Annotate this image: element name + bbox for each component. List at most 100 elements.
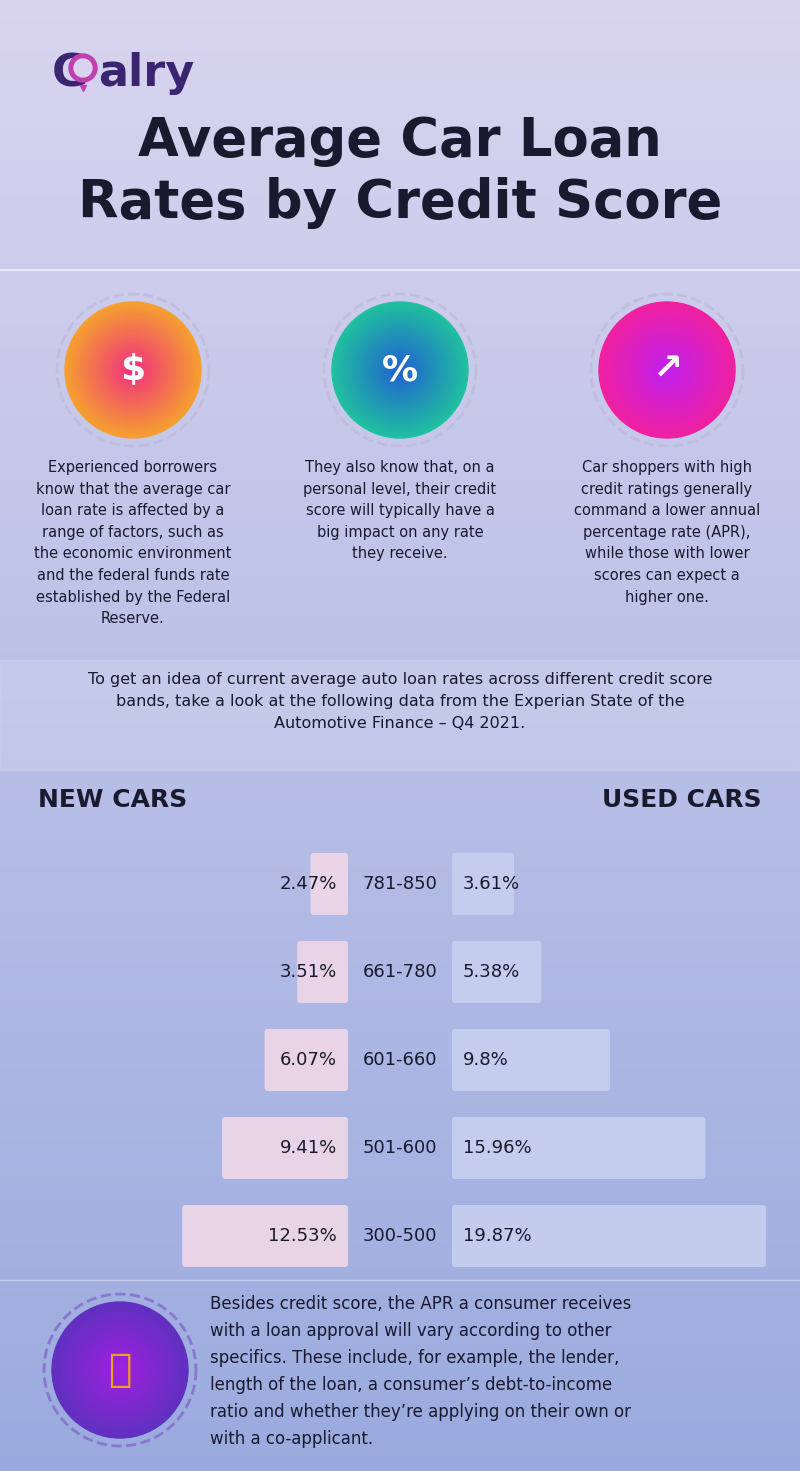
Circle shape <box>118 1368 122 1371</box>
Bar <box>0 1055 800 1059</box>
Circle shape <box>332 302 468 438</box>
Circle shape <box>664 366 670 374</box>
Bar <box>0 1255 800 1261</box>
Circle shape <box>602 306 732 434</box>
Text: NEW CARS: NEW CARS <box>38 788 187 812</box>
Circle shape <box>621 324 713 416</box>
Bar <box>0 1408 800 1412</box>
Circle shape <box>128 365 138 375</box>
Bar <box>0 128 800 132</box>
Bar <box>0 88 800 93</box>
Circle shape <box>75 312 191 428</box>
Bar <box>0 412 800 416</box>
Bar <box>0 74 800 78</box>
Text: 🛒: 🛒 <box>108 1350 132 1389</box>
Bar <box>0 927 800 931</box>
Circle shape <box>373 343 427 397</box>
Circle shape <box>339 309 462 431</box>
Circle shape <box>662 365 672 375</box>
Text: 3.51%: 3.51% <box>280 964 337 981</box>
Bar <box>0 1437 800 1442</box>
Circle shape <box>626 330 708 410</box>
Bar <box>0 84 800 88</box>
Bar <box>0 1349 800 1353</box>
Circle shape <box>70 1321 170 1420</box>
Circle shape <box>109 346 157 394</box>
Circle shape <box>342 312 458 428</box>
Bar <box>0 809 800 813</box>
Circle shape <box>347 318 453 422</box>
Bar <box>0 931 800 937</box>
Bar <box>0 505 800 510</box>
Bar <box>0 172 800 177</box>
Bar <box>0 1025 800 1030</box>
Text: To get an idea of current average auto loan rates across different credit score
: To get an idea of current average auto l… <box>88 672 712 731</box>
Bar <box>0 725 800 731</box>
Bar <box>0 510 800 515</box>
Bar <box>0 309 800 313</box>
Bar <box>0 1240 800 1246</box>
Bar <box>0 1074 800 1078</box>
Bar <box>0 1446 800 1452</box>
Circle shape <box>376 346 424 394</box>
Bar <box>0 1387 800 1393</box>
Circle shape <box>78 1327 162 1412</box>
Bar <box>0 687 800 691</box>
Circle shape <box>59 1309 181 1431</box>
Bar <box>0 530 800 534</box>
Circle shape <box>106 343 160 397</box>
Circle shape <box>81 1331 159 1409</box>
Bar <box>0 637 800 643</box>
Bar <box>0 1147 800 1152</box>
Circle shape <box>91 1342 149 1399</box>
Bar <box>0 93 800 99</box>
Circle shape <box>358 328 442 412</box>
Circle shape <box>350 321 450 419</box>
Bar <box>0 254 800 260</box>
Circle shape <box>64 1314 176 1425</box>
Circle shape <box>359 330 441 410</box>
Bar <box>0 843 800 849</box>
Circle shape <box>117 1367 123 1374</box>
Bar <box>0 1452 800 1456</box>
Bar <box>0 1064 800 1069</box>
Bar <box>0 1269 800 1275</box>
Bar <box>0 1122 800 1128</box>
Bar <box>0 1177 800 1181</box>
Circle shape <box>625 328 710 412</box>
Circle shape <box>642 344 693 396</box>
Circle shape <box>335 306 465 434</box>
Bar <box>0 540 800 544</box>
Circle shape <box>130 366 136 374</box>
FancyBboxPatch shape <box>222 1116 348 1178</box>
Circle shape <box>599 302 735 438</box>
Text: 5.38%: 5.38% <box>463 964 520 981</box>
Circle shape <box>334 303 466 437</box>
Bar <box>0 1467 800 1471</box>
FancyBboxPatch shape <box>452 941 542 1003</box>
Bar <box>0 1372 800 1378</box>
Bar <box>0 710 800 716</box>
Bar <box>0 1231 800 1236</box>
Bar <box>0 284 800 290</box>
Bar <box>0 59 800 63</box>
Circle shape <box>378 349 422 393</box>
Bar <box>0 1265 800 1269</box>
Bar <box>0 250 800 254</box>
Bar <box>0 1225 800 1231</box>
Bar <box>0 613 800 618</box>
Bar <box>0 1261 800 1265</box>
Bar <box>0 4 800 10</box>
Circle shape <box>398 368 402 372</box>
Bar <box>0 304 800 309</box>
Bar <box>0 1143 800 1147</box>
Circle shape <box>96 332 170 407</box>
Text: Average Car Loan
Rates by Credit Score: Average Car Loan Rates by Credit Score <box>78 115 722 229</box>
FancyBboxPatch shape <box>298 941 348 1003</box>
Bar <box>0 1040 800 1044</box>
Circle shape <box>622 325 711 415</box>
Circle shape <box>115 1365 125 1375</box>
Bar <box>0 883 800 887</box>
Circle shape <box>346 316 454 425</box>
FancyBboxPatch shape <box>310 853 348 915</box>
